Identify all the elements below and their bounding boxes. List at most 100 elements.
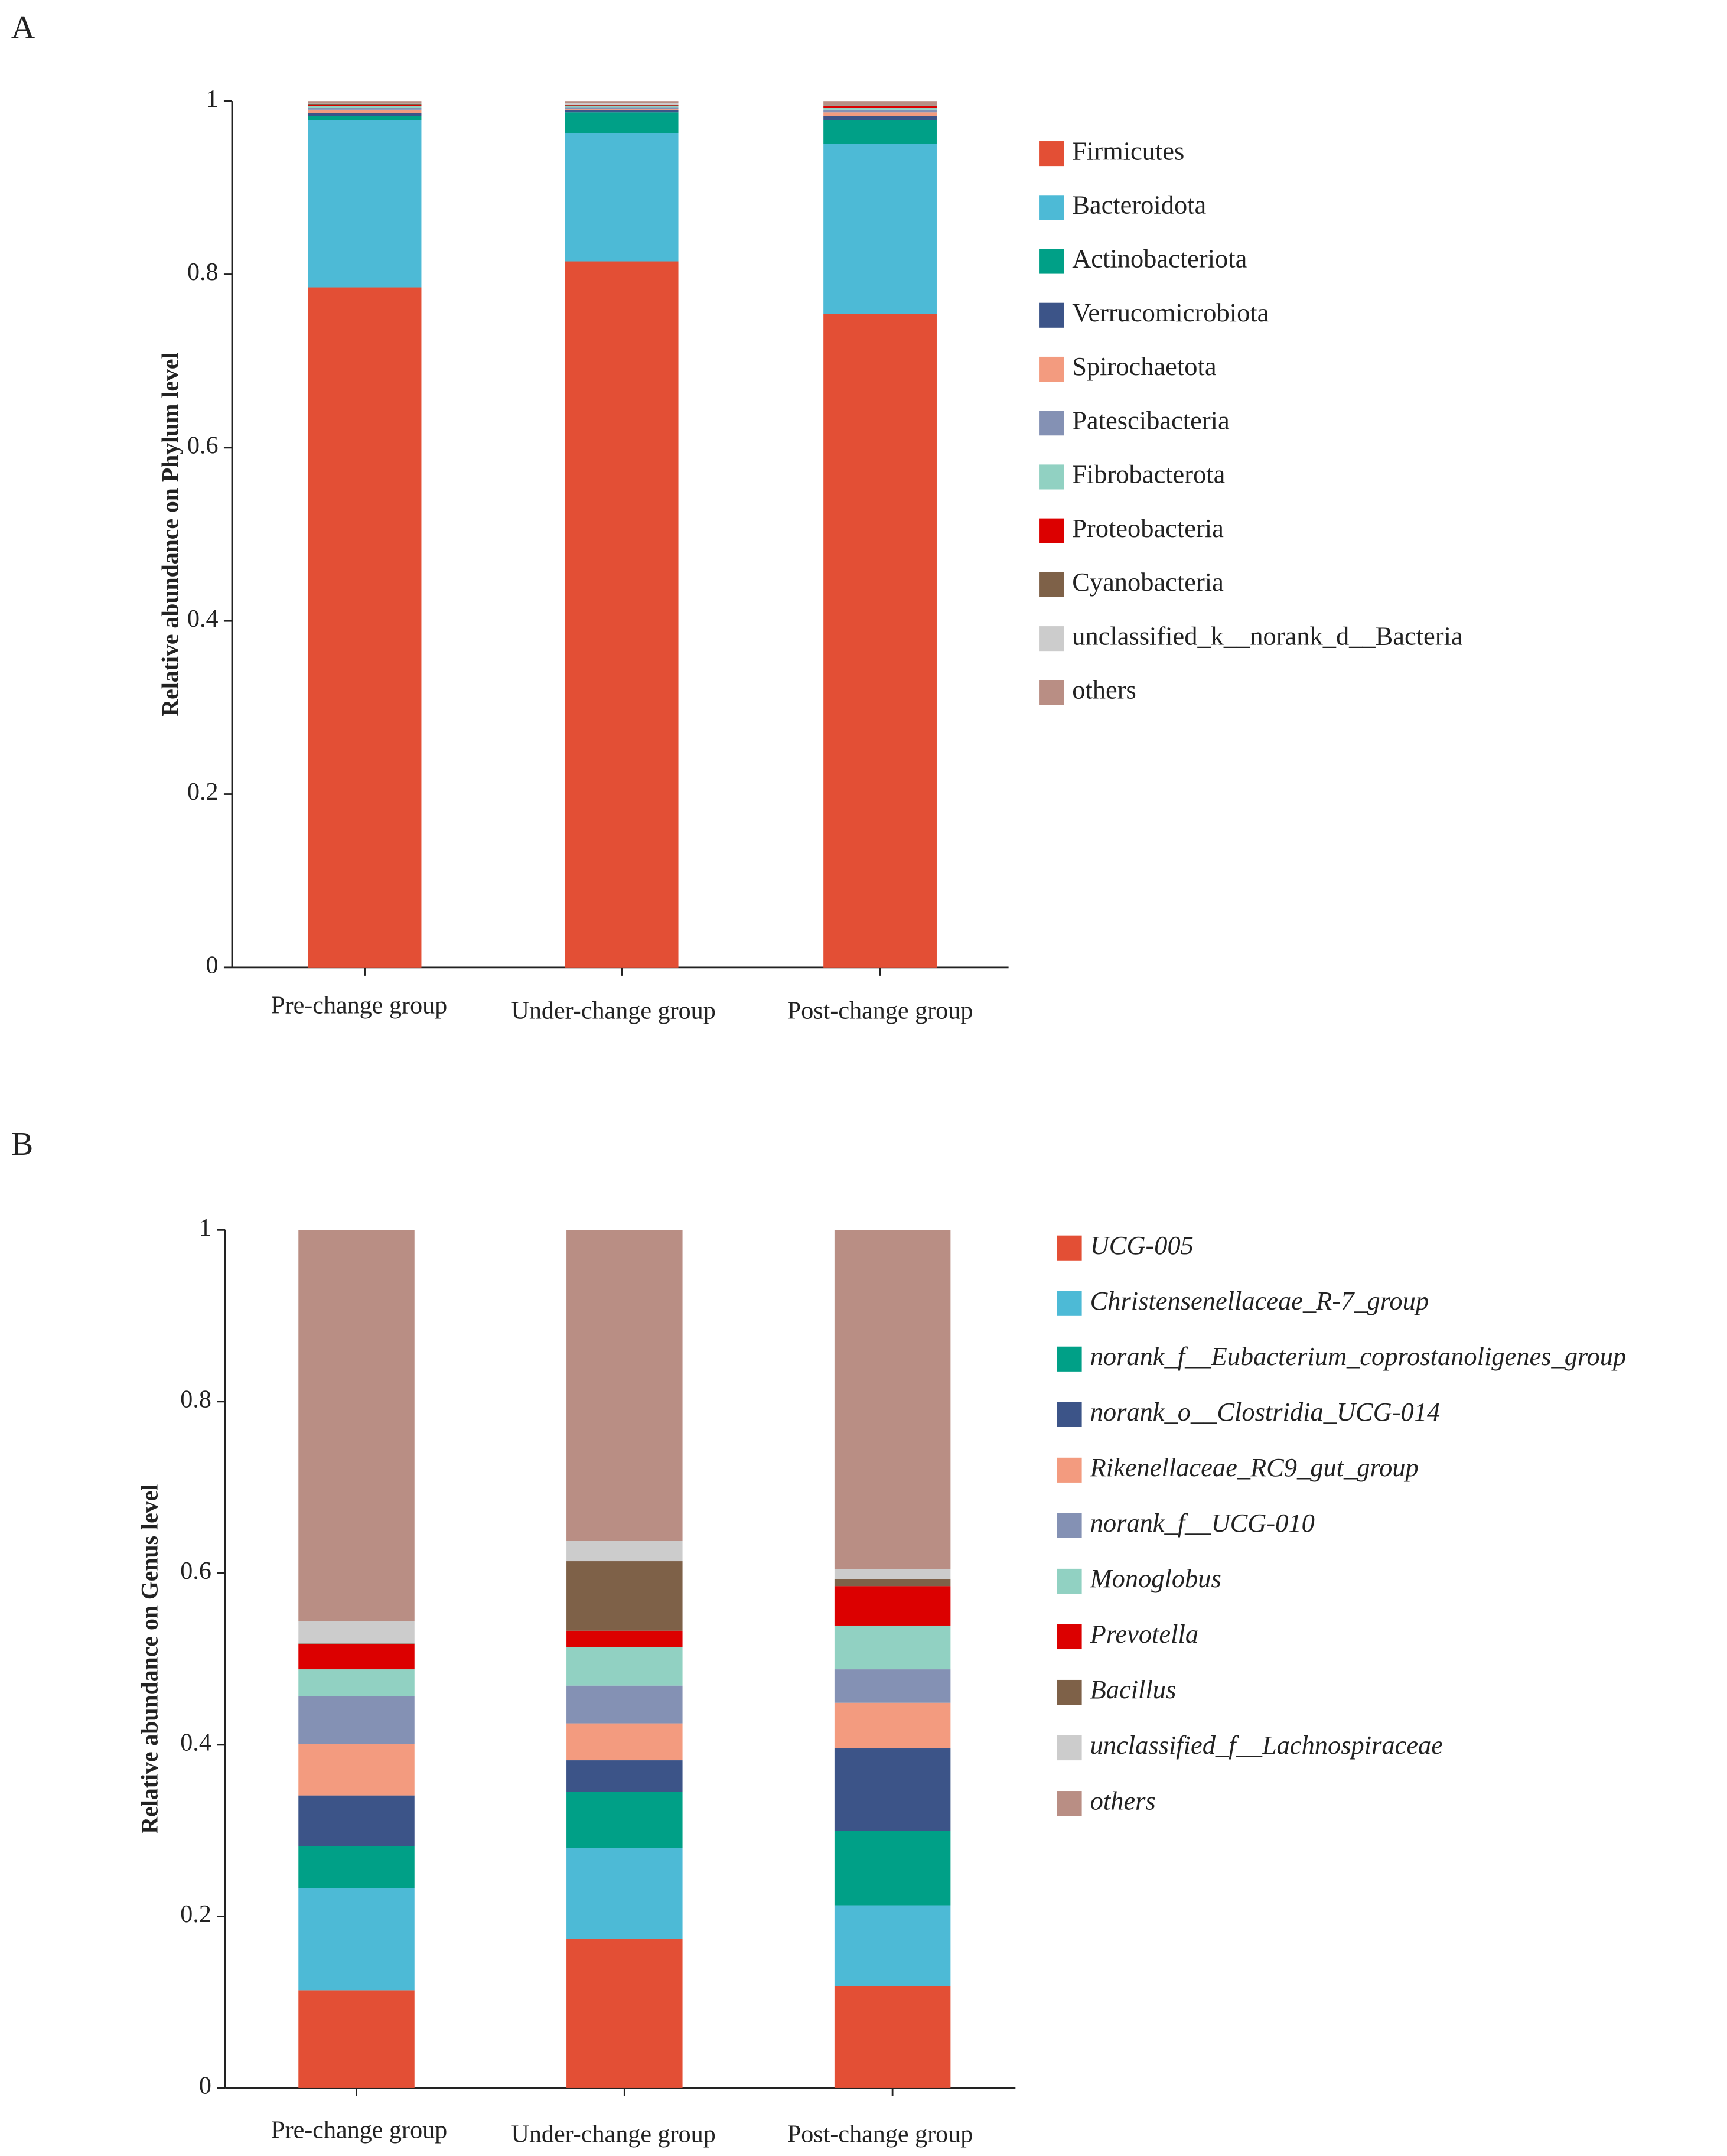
bar-segment — [565, 261, 679, 968]
bar-segment — [834, 1230, 951, 1569]
legend-label: Fibrobacterota — [1072, 460, 1225, 489]
bar-segment — [823, 112, 937, 116]
legend-swatch — [1039, 141, 1064, 167]
legend-label: others — [1090, 1786, 1156, 1815]
bar-segment — [298, 1990, 415, 2088]
legend-swatch — [1057, 1624, 1082, 1650]
bar-segment — [566, 1541, 683, 1562]
y-tick-label: 0.6 — [187, 432, 219, 460]
legend-label: Patescibacteria — [1072, 405, 1230, 435]
y-tick-label: 0.2 — [180, 1900, 211, 1928]
legend-label: Firmicutes — [1072, 136, 1184, 165]
bar-segment — [823, 108, 937, 110]
legend-label: norank_o__Clostridia_UCG-014 — [1090, 1397, 1441, 1427]
y-tick-label: 0.2 — [187, 778, 219, 806]
legend-swatch — [1039, 302, 1064, 328]
legend-swatch — [1057, 1568, 1082, 1594]
legend-swatch — [1039, 572, 1064, 597]
legend-label: Spirochaetota — [1072, 351, 1217, 381]
bar-segment — [834, 1905, 951, 1986]
bar-segment — [308, 106, 422, 108]
legend-label: UCG-005 — [1090, 1230, 1194, 1260]
y-tick-label: 0 — [206, 952, 219, 979]
bar-segment — [308, 101, 422, 103]
bar-segment — [298, 1846, 415, 1888]
legend-label: norank_f__Eubacterium_coprostanoligenes_… — [1090, 1341, 1627, 1371]
legend-swatch — [1057, 1402, 1082, 1427]
bar-segment — [834, 1748, 951, 1831]
bar-segment — [834, 1625, 951, 1670]
y-tick-label: 1 — [199, 1214, 211, 1242]
legend-label: Rikenellaceae_RC9_gut_group — [1090, 1452, 1419, 1482]
bar-segment — [823, 109, 937, 113]
x-tick-label: Pre-change group — [271, 991, 447, 1019]
bar-segment — [566, 1230, 683, 1541]
bar-segment — [834, 1579, 951, 1587]
legend-label: Verrucomicrobiota — [1072, 298, 1269, 327]
bar-segment — [566, 1630, 683, 1647]
legend-label: Monoglobus — [1090, 1564, 1221, 1593]
y-axis-title: Relative abundance on Genus level — [136, 1484, 162, 1834]
bar-segment — [565, 107, 679, 109]
legend-label: unclassified_f__Lachnospiraceae — [1090, 1730, 1443, 1760]
legend-label: Actinobacteriota — [1072, 244, 1247, 273]
legend-label: unclassified_k__norank_d__Bacteria — [1072, 621, 1463, 650]
legend-label: others — [1072, 675, 1136, 705]
bar-segment — [566, 1723, 683, 1761]
bar-segment — [298, 1744, 415, 1796]
x-tick-label: Pre-change group — [271, 2116, 447, 2144]
legend-label: Bacillus — [1090, 1675, 1177, 1704]
bar-segment — [834, 1986, 951, 2088]
x-tick-label: Under-change group — [511, 2120, 715, 2148]
bar-segment — [834, 1831, 951, 1906]
legend-label: Prevotella — [1090, 1619, 1198, 1649]
bar-segment — [566, 1685, 683, 1724]
bar-segment — [823, 120, 937, 144]
bar-segment — [565, 109, 679, 113]
legend-swatch — [1057, 1679, 1082, 1705]
y-tick-label: 0.4 — [180, 1729, 211, 1757]
bar-segment — [308, 109, 422, 113]
x-tick-label: Post-change group — [787, 997, 973, 1025]
bar-segment — [565, 106, 679, 108]
legend-swatch — [1039, 356, 1064, 382]
bar-segment — [834, 1669, 951, 1703]
legend-swatch — [1057, 1235, 1082, 1261]
bar-segment — [565, 112, 679, 133]
bar-segment — [308, 116, 422, 120]
legend-swatch — [1057, 1346, 1082, 1372]
bar-segment — [308, 287, 422, 968]
legend-swatch — [1039, 626, 1064, 652]
legend-swatch — [1057, 1457, 1082, 1483]
y-tick-label: 0.6 — [180, 1557, 211, 1585]
bar-segment — [823, 106, 937, 108]
legend-swatch — [1057, 1735, 1082, 1761]
bar-segment — [308, 105, 422, 106]
legend-label: Bacteroidota — [1072, 190, 1206, 220]
y-tick-label: 1 — [206, 85, 219, 113]
legend-swatch — [1039, 518, 1064, 543]
bar-segment — [308, 103, 422, 105]
legend-swatch — [1039, 195, 1064, 220]
bar-segment — [834, 1586, 951, 1626]
y-tick-label: 0.8 — [180, 1385, 211, 1413]
bar-segment — [298, 1643, 415, 1644]
bar-segment — [308, 120, 422, 288]
bar-segment — [298, 1621, 415, 1644]
y-tick-label: 0.8 — [187, 258, 219, 286]
bar-segment — [566, 1792, 683, 1848]
bar-segment — [298, 1888, 415, 1991]
x-tick-label: Under-change group — [511, 997, 715, 1025]
legend-label: Proteobacteria — [1072, 513, 1224, 543]
legend-swatch — [1039, 464, 1064, 490]
bar-segment — [566, 1848, 683, 1939]
legend-swatch — [1057, 1791, 1082, 1816]
bar-segment — [566, 1760, 683, 1792]
bar-segment — [823, 101, 937, 105]
bar-segment — [298, 1696, 415, 1744]
bar-segment — [823, 116, 937, 120]
bar-segment — [834, 1702, 951, 1748]
legend-label: Cyanobacteria — [1072, 567, 1224, 597]
legend-swatch — [1039, 411, 1064, 436]
